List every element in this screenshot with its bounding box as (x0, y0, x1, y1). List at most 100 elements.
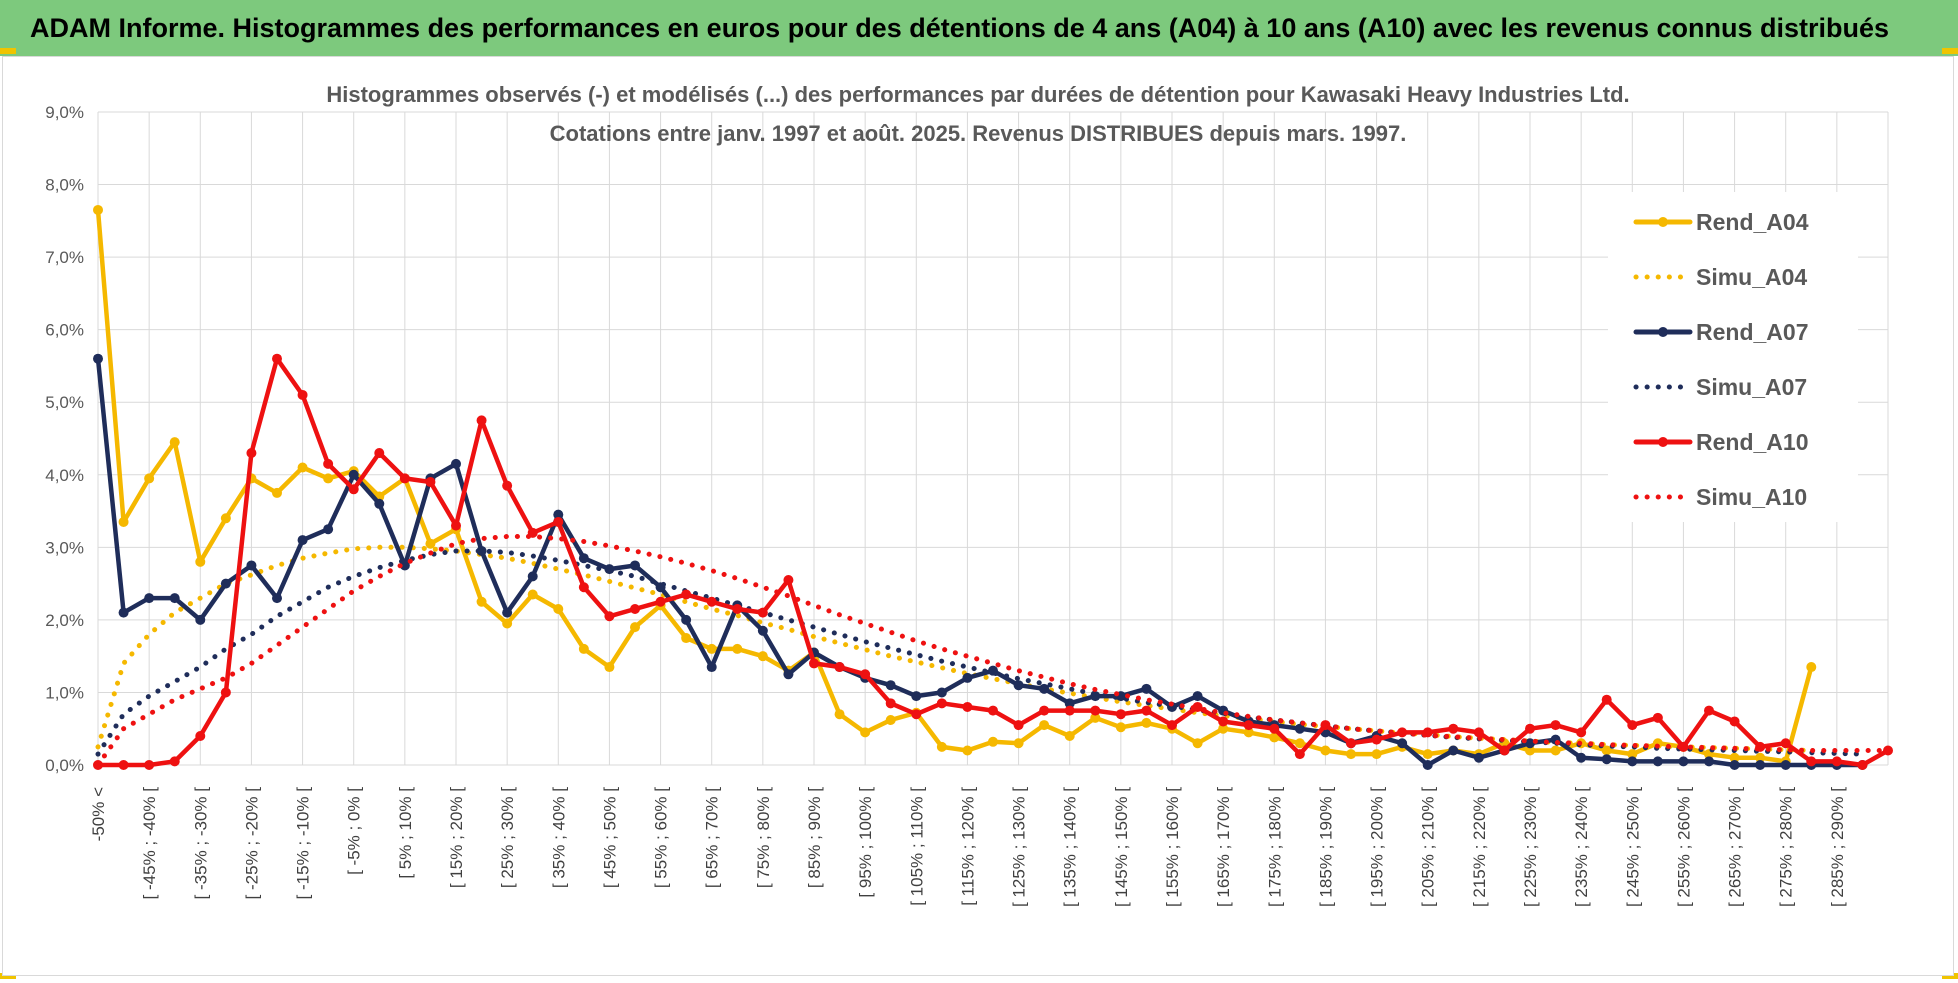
data-point-rend-a07 (962, 672, 973, 683)
data-point-rend-a04 (885, 715, 896, 726)
chart-grid (97, 111, 1889, 766)
series-line-simu-a10 (95, 534, 1891, 768)
corner-mark-bottom-right (1942, 973, 1958, 979)
chart-legend: Rend_A04 Simu_A04 Rend_A07 Simu_A07 Rend_A10… (1608, 192, 1858, 522)
data-point-rend-a07 (527, 571, 538, 582)
x-tick-label: [ 105% ; 110% [ (907, 787, 926, 906)
x-tick-label: [ 245% ; 250% [ (1623, 787, 1642, 907)
data-point-rend-a07 (630, 560, 640, 571)
data-point-rend-a07 (195, 614, 206, 625)
data-point-rend-a10 (706, 596, 717, 607)
data-point-rend-a10 (451, 520, 461, 531)
data-point-rend-a10 (1448, 723, 1459, 734)
x-tick-label: [ -5% ; 0% [ (345, 787, 364, 875)
x-tick-label: [ 255% ; 260% [ (1674, 787, 1693, 907)
data-point-rend-a04 (1269, 732, 1280, 743)
data-point-rend-a07 (1141, 683, 1152, 694)
data-point-rend-a07 (1780, 760, 1791, 770)
data-point-rend-a04 (860, 727, 871, 738)
data-point-rend-a10 (834, 662, 845, 673)
y-tick-label: 7,0% (45, 248, 84, 267)
x-tick-label: [ 15% ; 20% [ (447, 787, 466, 888)
data-point-rend-a04 (195, 556, 206, 567)
data-point-rend-a04 (1627, 749, 1638, 760)
x-tick-label: [ 185% ; 190% [ (1316, 787, 1335, 907)
data-point-rend-a04 (936, 741, 947, 752)
data-point-rend-a10 (1218, 716, 1229, 727)
data-point-rend-a04 (1192, 738, 1203, 749)
data-point-rend-a10 (1141, 705, 1152, 716)
data-point-rend-a10 (1346, 738, 1356, 749)
data-point-rend-a10 (1499, 745, 1510, 756)
data-point-rend-a10 (783, 574, 794, 585)
data-point-rend-a07 (451, 458, 461, 469)
data-point-rend-a10 (1269, 723, 1280, 734)
data-point-rend-a10 (757, 607, 768, 618)
data-point-rend-a04 (118, 516, 129, 527)
data-point-rend-a04 (834, 709, 845, 720)
y-tick-label: 8,0% (45, 176, 84, 195)
data-point-rend-a04 (1218, 723, 1229, 734)
x-tick-label: [ -35% ; -30% [ (191, 787, 210, 900)
y-tick-label: 1,0% (45, 683, 84, 702)
x-tick-label: [ 165% ; 170% [ (1214, 787, 1233, 907)
x-tick-label: [ 135% ; 140% [ (1061, 787, 1080, 907)
data-point-rend-a10 (195, 730, 206, 741)
data-point-rend-a10 (1371, 734, 1382, 745)
data-point-rend-a04 (578, 643, 589, 654)
x-tick-label: [ 45% ; 50% [ (600, 787, 619, 888)
data-point-rend-a04 (630, 622, 640, 633)
x-tick-label: [ 195% ; 200% [ (1368, 787, 1387, 907)
x-tick-label: [ -25% ; -20% [ (242, 787, 261, 900)
data-point-rend-a07 (272, 593, 282, 604)
data-point-rend-a10 (374, 448, 385, 459)
x-tick-label: [ 225% ; 230% [ (1521, 787, 1540, 907)
data-point-rend-a10 (220, 687, 231, 698)
corner-mark-top-left (0, 48, 16, 54)
x-axis-ticks: -50% < [ -45% ; -40% [[ -35% ; -30% [[ -2… (89, 787, 1847, 907)
data-point-rend-a07 (1397, 738, 1408, 749)
data-point-rend-a07 (1294, 723, 1305, 734)
data-point-rend-a07 (169, 593, 180, 604)
data-point-rend-a07 (297, 535, 308, 546)
report-title: ADAM Informe. Histogrammes des performan… (30, 12, 1890, 43)
data-point-rend-a07 (1704, 756, 1714, 767)
data-point-rend-a10 (553, 516, 564, 527)
data-point-rend-a10 (936, 698, 947, 709)
data-point-rend-a10 (1243, 720, 1254, 731)
data-point-rend-a04 (297, 462, 308, 473)
x-tick-label: [ 55% ; 60% [ (652, 787, 671, 888)
legend-label: Rend_A04 (1696, 209, 1809, 235)
data-point-rend-a10 (425, 477, 436, 488)
data-point-rend-a07 (706, 662, 717, 673)
data-point-rend-a10 (476, 415, 487, 426)
data-point-rend-a07 (1729, 760, 1740, 770)
data-point-rend-a07 (118, 607, 129, 618)
x-tick-label: [ 275% ; 280% [ (1777, 787, 1796, 907)
data-point-rend-a10 (1831, 756, 1842, 767)
data-point-rend-a07 (323, 524, 334, 535)
data-point-rend-a07 (144, 593, 155, 604)
series-line-simu-a04 (95, 544, 1814, 753)
data-point-rend-a04 (604, 662, 615, 673)
x-tick-label: [ 25% ; 30% [ (498, 787, 517, 888)
data-point-rend-a04 (1141, 717, 1152, 728)
report-banner: ADAM Informe. Histogrammes des performan… (0, 0, 1958, 56)
data-point-rend-a10 (144, 760, 155, 770)
data-point-rend-a10 (1294, 749, 1305, 760)
data-point-rend-a07 (220, 578, 231, 589)
data-point-rend-a04 (1806, 662, 1817, 673)
data-point-rend-a10 (1704, 705, 1714, 716)
chart-subtitle: Cotations entre janv. 1997 et août. 2025… (550, 121, 1407, 146)
data-point-rend-a07 (1013, 680, 1024, 691)
data-point-rend-a04 (1422, 749, 1433, 760)
data-point-rend-a10 (502, 480, 513, 491)
data-point-rend-a10 (1627, 720, 1638, 731)
data-point-rend-a10 (297, 389, 308, 400)
data-point-rend-a07 (1039, 683, 1050, 694)
data-point-rend-a10 (860, 669, 871, 680)
corner-mark-top-right (1942, 48, 1958, 54)
x-tick-label: [ -45% ; -40% [ (140, 787, 159, 900)
x-tick-label: [ 215% ; 220% [ (1470, 787, 1489, 907)
x-tick-label: [ -15% ; -10% [ (294, 787, 313, 900)
